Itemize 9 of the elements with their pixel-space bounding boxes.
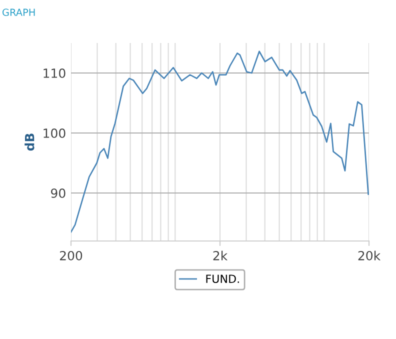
y-tick-label: 110 <box>44 68 66 78</box>
y-tick-label: 100 <box>44 128 66 138</box>
y-axis-title: dB <box>24 134 34 151</box>
chart-title: GRAPH <box>2 8 35 16</box>
x-tick-label: 20k <box>358 250 381 260</box>
y-tick-label: 90 <box>51 188 66 198</box>
legend-label: FUND. <box>206 274 239 284</box>
x-tick-label: 2k <box>213 250 228 260</box>
x-tick-label: 200 <box>60 250 82 260</box>
